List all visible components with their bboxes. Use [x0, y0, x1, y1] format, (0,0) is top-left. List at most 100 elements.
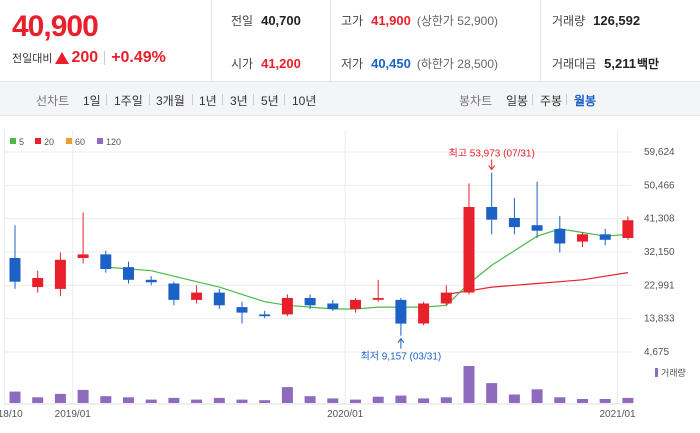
volume-bars: 거래량: [9, 366, 686, 403]
tab-10y[interactable]: 10년: [292, 94, 317, 108]
candle-body: [418, 303, 430, 324]
legend-label: 20: [44, 137, 54, 147]
low-value: 40,450: [371, 56, 411, 71]
open-label: 시가: [231, 57, 254, 71]
divider: [149, 94, 150, 105]
candle-body: [577, 234, 588, 242]
moving-average-lines: [105, 228, 628, 310]
quote-main: 40,900 전일대비 200 +0.49%: [0, 0, 212, 82]
lower-limit: (하한가 28,500): [416, 57, 499, 71]
y-tick-label: 22,991: [644, 280, 675, 291]
tab-5y[interactable]: 5년: [261, 94, 279, 108]
divider: [532, 94, 533, 105]
y-tick-label: 4,675: [644, 347, 669, 358]
ma5-line: [105, 228, 628, 310]
volume-bar: [9, 391, 21, 403]
tab-1w[interactable]: 1주일: [114, 94, 143, 108]
low-annotation: 최저 9,157 (03/31): [361, 351, 442, 363]
candle-body: [622, 220, 634, 238]
volume-bar: [32, 397, 44, 403]
amount-value: 5,211: [604, 56, 636, 71]
candle-body: [168, 283, 180, 300]
candle-body: [440, 292, 452, 304]
divider: [540, 0, 541, 82]
open-value: 41,200: [261, 56, 301, 71]
volume-bar: [508, 394, 520, 403]
candle-body: [281, 298, 293, 315]
legend-swatch: [66, 138, 72, 144]
volume-bar: [463, 366, 475, 403]
candle-body: [54, 259, 66, 289]
volume-legend-label: 거래량: [661, 367, 686, 378]
high-label: 고가: [341, 14, 364, 28]
x-tick-label: 2021/01: [599, 409, 636, 420]
x-tick-label: 2018/10: [0, 409, 23, 420]
candle-chart-label: 봉차트: [459, 94, 493, 108]
amount-unit: 백만: [637, 57, 660, 71]
divider: [104, 51, 106, 65]
volume-bar: [77, 389, 89, 403]
volume-bar: [145, 399, 157, 403]
upper-limit: (상한가 52,900): [416, 14, 499, 28]
candle-body: [463, 207, 475, 293]
y-axis-labels: 59,624 50,466 41,308 32,150 22,991 13,833 4,67…: [644, 147, 675, 358]
tab-daily[interactable]: 일봉: [506, 94, 529, 108]
y-tick-label: 50,466: [644, 180, 675, 191]
volume-bar: [395, 395, 407, 403]
candle-body: [145, 279, 157, 283]
chart-annotations: 최고 53,973 (07/31) 최저 9,157 (03/31): [361, 148, 535, 363]
tab-3y[interactable]: 3년: [230, 94, 248, 108]
low-label: 저가: [341, 57, 364, 71]
low-price: 저가 40,450 (하한가 28,500): [341, 55, 498, 72]
volume-bar: [622, 397, 634, 403]
candle-body: [9, 258, 21, 282]
chart-canvas: 5 20 60 120 59,624 50,466 41,308 32,150 22,991 1…: [0, 130, 686, 420]
candle-body: [508, 218, 520, 228]
volume-bar: [486, 383, 498, 403]
high-arrow-head: [488, 165, 496, 171]
volume-bar: [531, 389, 543, 403]
tab-3m[interactable]: 3개월: [156, 94, 185, 108]
volume-bar: [100, 396, 112, 403]
volume-bar: [577, 399, 588, 403]
high-annotation: 최고 53,973 (07/31): [449, 148, 535, 160]
volume: 거래량 126,592: [552, 12, 640, 29]
volume-bar: [304, 396, 316, 403]
volume-bar: [372, 396, 384, 403]
open-price: 시가 41,200: [231, 55, 301, 72]
candle-body: [100, 254, 112, 269]
x-tick-label: 2020/01: [327, 409, 364, 420]
candle-body: [327, 303, 339, 309]
volume-bar: [554, 397, 566, 403]
y-tick-label: 32,150: [644, 247, 675, 258]
volume-bar: [123, 397, 134, 403]
tab-1y[interactable]: 1년: [199, 94, 217, 108]
tab-weekly[interactable]: 주봉: [540, 94, 563, 108]
volume-bar: [418, 398, 430, 403]
candle-body: [304, 298, 316, 306]
tab-monthly[interactable]: 월봉: [574, 94, 597, 108]
candle-body: [191, 292, 203, 300]
volume-bar: [236, 399, 248, 403]
line-chart-label: 선차트: [36, 94, 70, 108]
up-triangle-icon: [55, 52, 70, 64]
x-axis-labels: 2018/10 2019/01 2020/01 2021/01: [0, 409, 636, 420]
volume-legend-swatch: [655, 368, 658, 377]
legend-label: 60: [75, 137, 85, 147]
legend-swatch: [10, 138, 16, 144]
candles: [9, 172, 634, 336]
candle-body: [32, 278, 44, 288]
divider: [253, 94, 254, 105]
high-price: 고가 41,900 (상한가 52,900): [341, 12, 498, 29]
prev-close-value: 40,700: [261, 13, 301, 28]
candle-body: [372, 298, 384, 300]
change-row: 전일대비 200 +0.49%: [12, 49, 166, 67]
tab-1d[interactable]: 1일: [83, 94, 101, 108]
x-tick-label: 2019/01: [55, 409, 92, 420]
volume-bar: [281, 387, 293, 403]
amount-label: 거래대금: [552, 57, 597, 71]
ma20-line: [446, 272, 628, 295]
divider: [330, 0, 331, 82]
change-value: 200: [71, 49, 99, 66]
candle-body: [259, 314, 271, 317]
